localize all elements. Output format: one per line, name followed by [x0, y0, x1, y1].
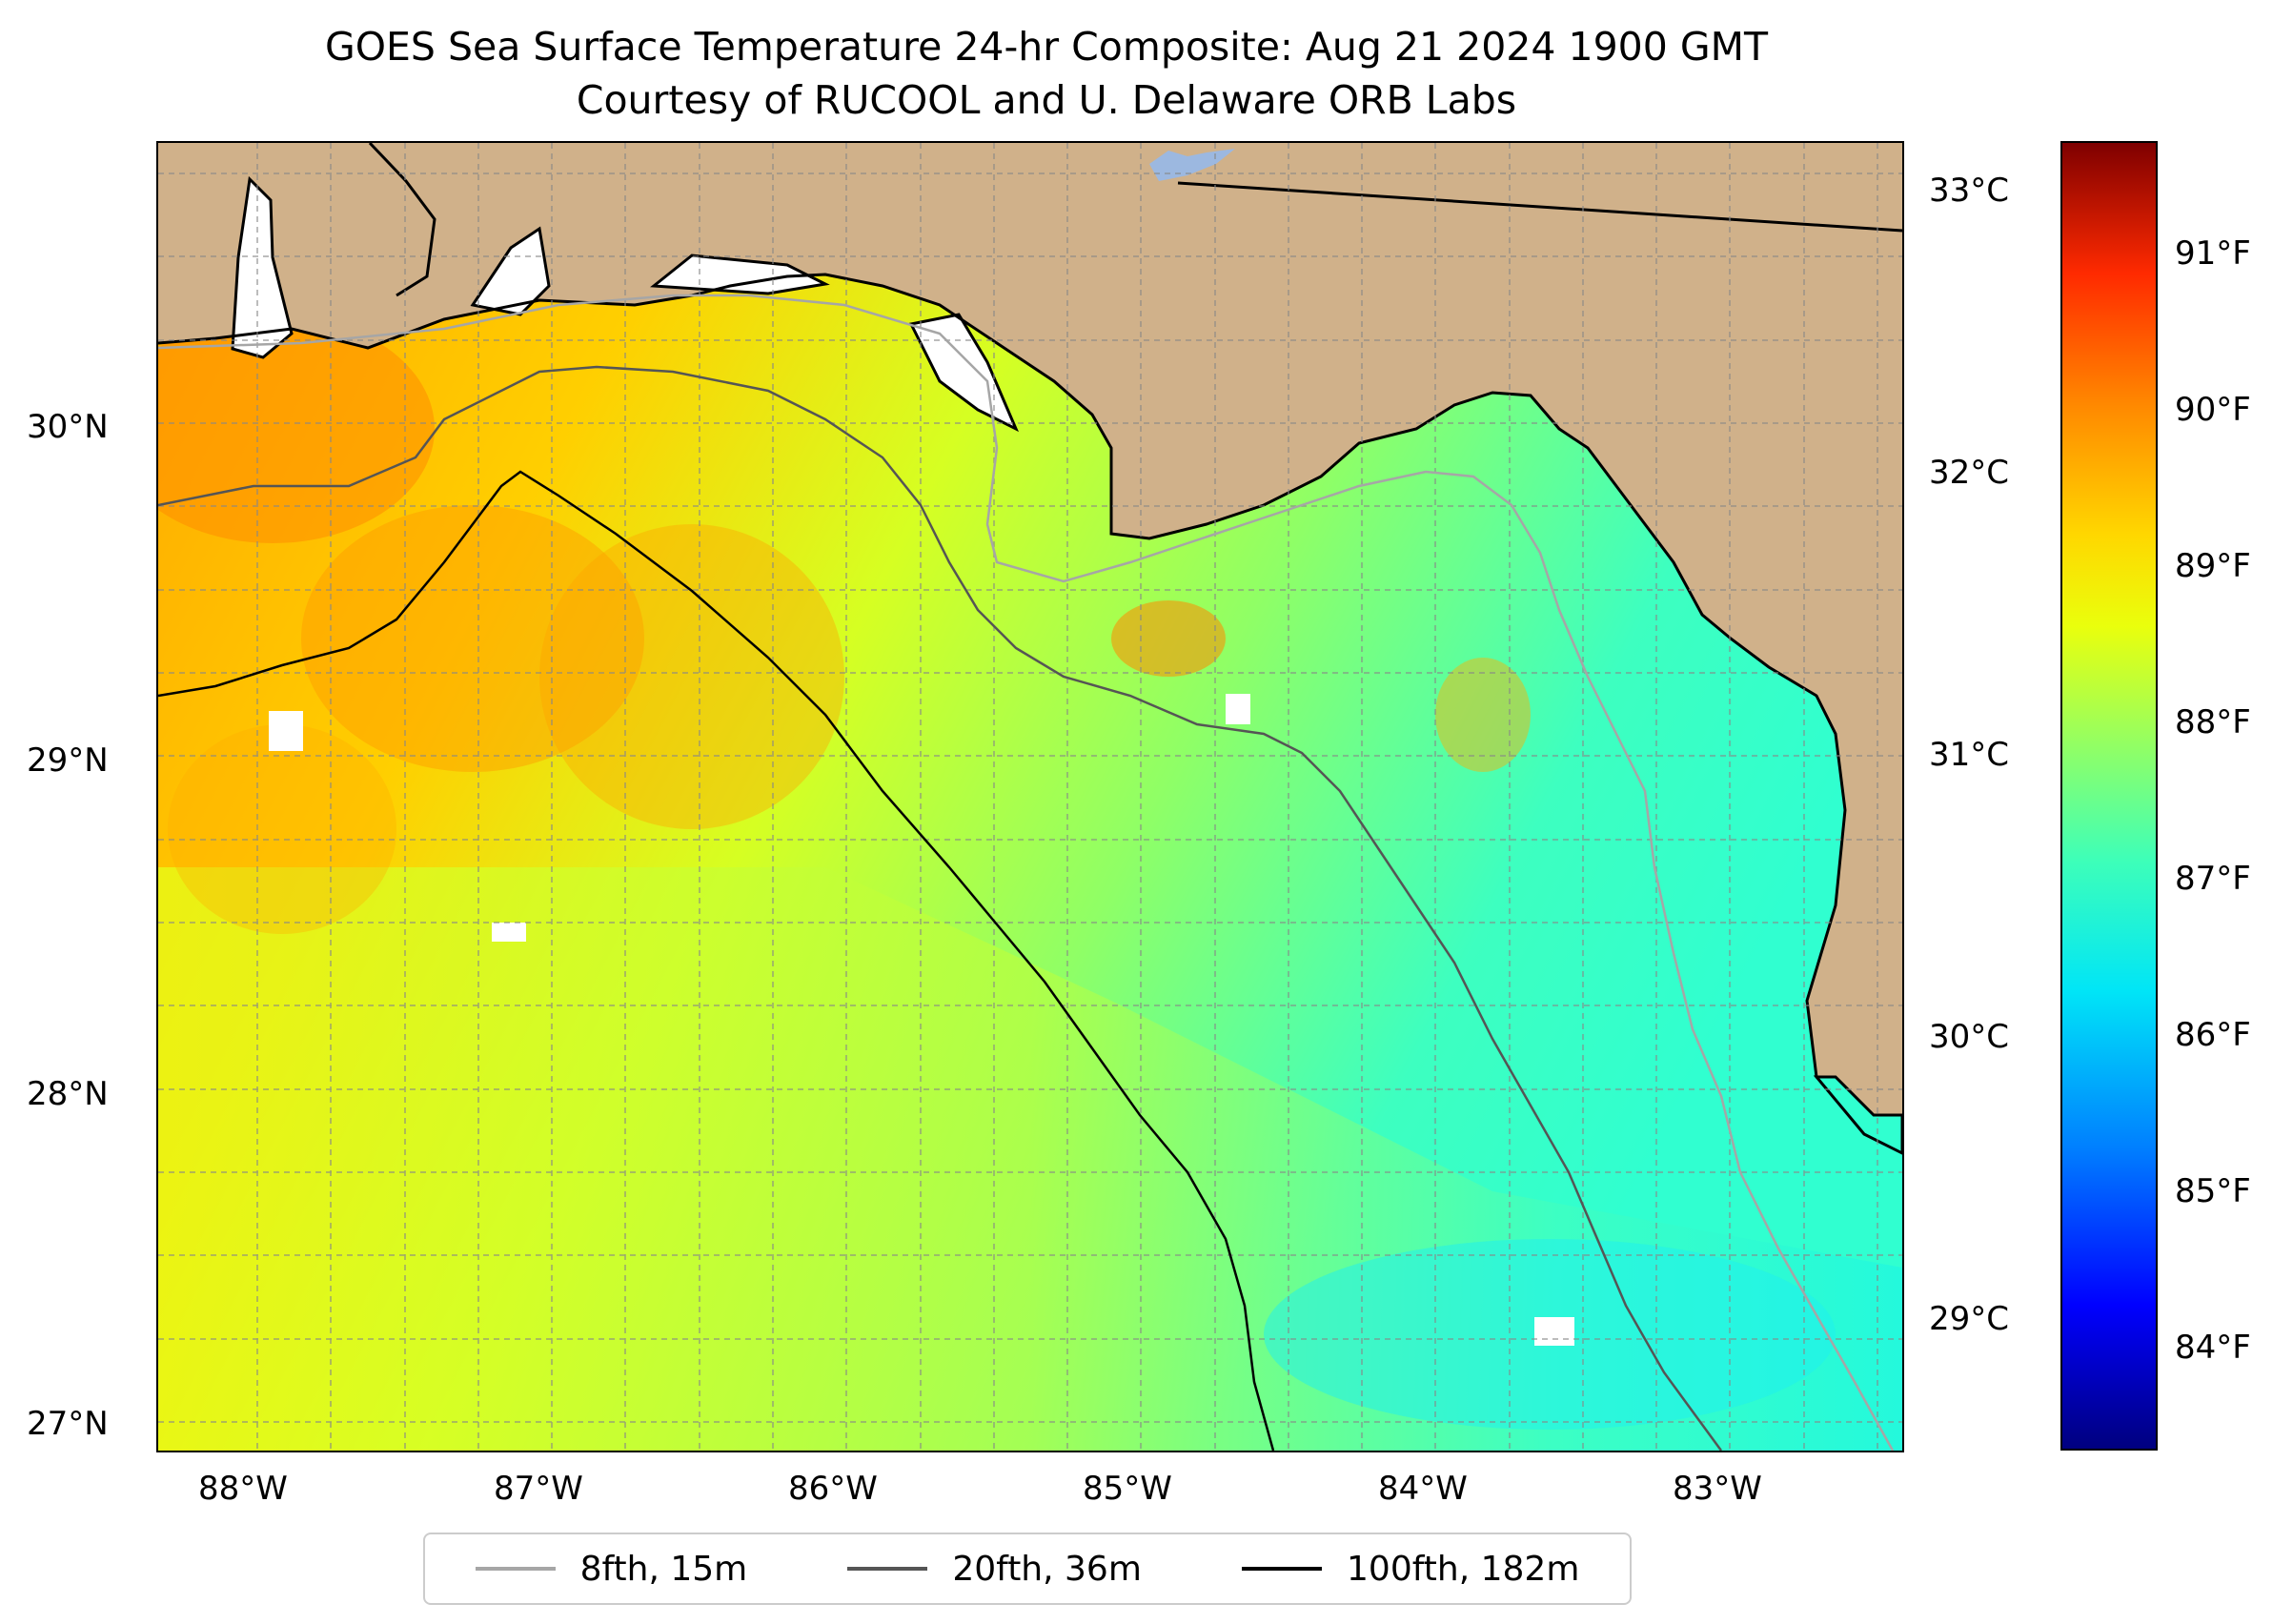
chart-title: GOES Sea Surface Temperature 24-hr Compo… [324, 24, 1769, 70]
legend-item-8fth: 8fth, 15m [475, 1549, 748, 1589]
fahrenheit-tick-label: 86°F [2175, 1016, 2251, 1054]
fahrenheit-tick-label: 89°F [2175, 547, 2251, 585]
lat-label: 29°N [27, 741, 109, 780]
legend-swatch [475, 1567, 556, 1571]
fahrenheit-tick-label: 90°F [2175, 391, 2251, 429]
lat-label: 30°N [27, 408, 109, 446]
chart-subtitle: Courtesy of RUCOOL and U. Delaware ORB L… [576, 77, 1517, 123]
sst-map [156, 141, 1904, 1452]
colorbar [2060, 141, 2158, 1451]
mobile-bay [231, 175, 294, 359]
lat-label: 27°N [27, 1405, 109, 1443]
legend-label: 8fth, 15m [579, 1549, 748, 1589]
lon-label: 87°W [494, 1470, 583, 1508]
pensacola-bay [470, 226, 551, 316]
lon-label: 84°W [1378, 1470, 1468, 1508]
contour-20fth-36m [158, 365, 1723, 1451]
lat-label: 28°N [27, 1075, 109, 1113]
legend: 8fth, 15m 20fth, 36m 100fth, 182m [423, 1533, 1632, 1605]
celsius-tick-label: 33°C [1929, 172, 2010, 210]
lon-label: 85°W [1083, 1470, 1172, 1508]
contour-100fth-182m [158, 470, 1275, 1451]
gridlines [158, 143, 1902, 1451]
tampa-bay [1813, 1075, 1902, 1155]
celsius-tick-label: 32°C [1929, 454, 2010, 492]
fahrenheit-tick-label: 84°F [2175, 1329, 2251, 1367]
legend-label: 100fth, 182m [1347, 1549, 1580, 1589]
fahrenheit-tick-label: 87°F [2175, 860, 2251, 898]
legend-item-20fth: 20fth, 36m [847, 1550, 1142, 1589]
fahrenheit-tick-label: 85°F [2175, 1172, 2251, 1210]
lon-label: 86°W [788, 1470, 878, 1508]
lon-label: 88°W [198, 1470, 288, 1508]
legend-item-100fth: 100fth, 182m [1242, 1550, 1579, 1589]
land-north [158, 143, 1902, 1153]
celsius-tick-label: 29°C [1929, 1300, 2010, 1338]
lake [1149, 149, 1235, 181]
coastline [158, 273, 1847, 1078]
legend-label: 20fth, 36m [952, 1549, 1142, 1589]
state-border [1177, 181, 1902, 233]
fahrenheit-tick-label: 88°F [2175, 703, 2251, 741]
celsius-tick-label: 31°C [1929, 736, 2010, 774]
legend-swatch [1242, 1567, 1323, 1571]
legend-swatch [847, 1567, 928, 1571]
sea-surface [158, 274, 1902, 1451]
celsius-tick-label: 30°C [1929, 1018, 2010, 1056]
lon-label: 83°W [1673, 1470, 1762, 1508]
fahrenheit-tick-label: 91°F [2175, 234, 2251, 273]
contour-8fth-15m [158, 294, 1895, 1451]
river [368, 143, 436, 297]
